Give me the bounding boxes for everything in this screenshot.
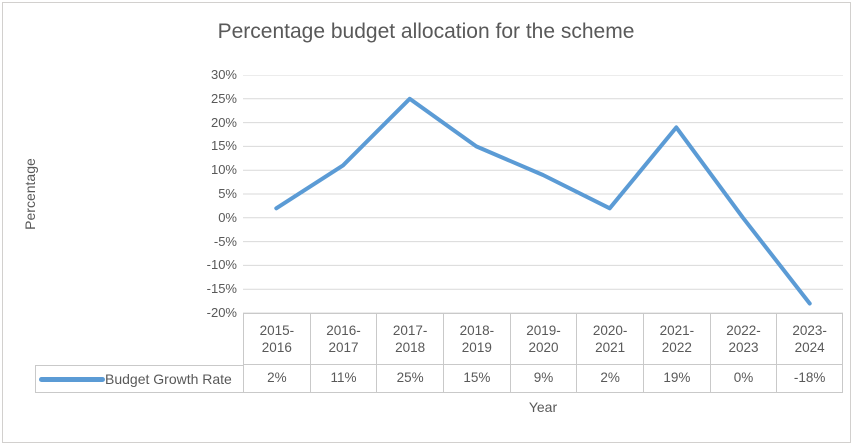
value-cell: 2%: [577, 365, 643, 393]
table-column: 2021- 2022 19%: [643, 313, 710, 393]
series-line-budget-growth-rate: [274, 96, 812, 306]
category-header-cell: 2020- 2021: [577, 313, 643, 365]
category-header-cell: 2018- 2019: [444, 313, 510, 365]
value-cell: -18%: [777, 365, 842, 393]
table-column: 2017- 2018 25%: [376, 313, 443, 393]
value-cell: 11%: [310, 365, 377, 393]
category-header-cell: 2023- 2024: [777, 313, 842, 365]
table-column: 2018- 2019 15%: [443, 313, 510, 393]
value-cell: 19%: [644, 365, 710, 393]
legend-label: Budget Growth Rate: [105, 371, 232, 387]
y-tick-label: 0%: [218, 209, 237, 225]
table-column: 2022- 2023 0%: [709, 313, 777, 393]
legend-line-icon: [39, 376, 105, 382]
y-tick-label: -5%: [213, 233, 237, 249]
y-tick-label: -20%: [206, 305, 237, 320]
value-cell: 9%: [510, 365, 577, 393]
x-axis-title: Year: [528, 399, 558, 415]
legend-cell: Budget Growth Rate: [35, 365, 244, 393]
y-tick-label: 20%: [210, 114, 237, 130]
y-tick-label: -10%: [206, 257, 237, 273]
y-tick-label: 30%: [210, 67, 237, 82]
plot-area: [243, 75, 843, 313]
category-header-cell: 2022- 2023: [710, 313, 777, 365]
value-cell: 2%: [244, 365, 310, 393]
y-tick-label: 5%: [218, 186, 237, 201]
y-tick-label: 15%: [210, 138, 237, 154]
table-column: 2016- 2017 11%: [309, 313, 377, 393]
category-header-cell: 2016- 2017: [310, 313, 377, 365]
table-column: 2015- 2016 2%: [243, 313, 310, 393]
category-header-cell: 2017- 2018: [377, 313, 443, 365]
y-tick-label: 10%: [210, 162, 237, 178]
y-tick-label: -15%: [206, 281, 237, 297]
category-header-cell: 2021- 2022: [644, 313, 710, 365]
data-table: Budget Growth Rate 2015- 2016 2% 2016- 201…: [35, 313, 843, 393]
value-cell: 15%: [444, 365, 510, 393]
category-header-cell: 2019- 2020: [510, 313, 577, 365]
value-cell: 0%: [710, 365, 777, 393]
chart-title: Percentage budget allocation for the sch…: [217, 20, 635, 43]
value-cell: 25%: [377, 365, 443, 393]
category-header-cell: 2015- 2016: [244, 313, 310, 365]
table-column: 2019- 2020 9%: [509, 313, 577, 393]
y-tick-label: 25%: [210, 90, 237, 106]
table-column: 2020- 2021 2%: [576, 313, 643, 393]
table-column: 2023- 2024 -18%: [776, 313, 843, 393]
